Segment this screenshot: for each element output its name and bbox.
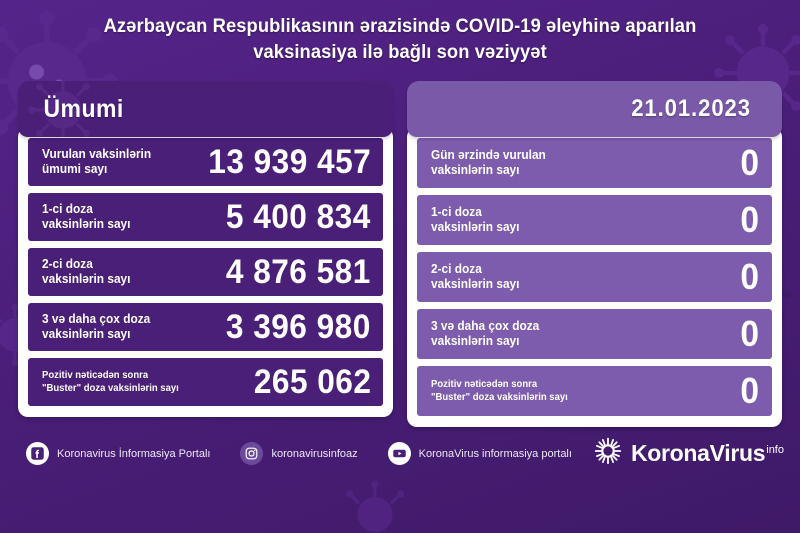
table-row: Pozitiv nəticədən sonra "Buster" doza va… bbox=[417, 366, 772, 417]
total-card: Vurulan vaksinlərin ümumi sayı 13 939 45… bbox=[18, 127, 393, 418]
row-value: 13 939 457 bbox=[208, 143, 371, 182]
virus-logo-icon bbox=[593, 436, 623, 471]
table-row: Vurulan vaksinlərin ümumi sayı 13 939 45… bbox=[28, 138, 383, 187]
brand-logo: KoronaVirusinfo bbox=[593, 436, 784, 471]
title-text: Azərbaycan Respublikasının ərazisində CO… bbox=[103, 15, 697, 63]
youtube-handle: KoronaVirus informasiya portalı bbox=[418, 447, 572, 460]
instagram-handle: koronavirusinfoaz bbox=[271, 447, 358, 460]
date-header: 21.01.2023 bbox=[407, 81, 782, 138]
row-value: 0 bbox=[740, 256, 760, 298]
row-label: 3 və daha çox doza vaksinlərin sayı bbox=[431, 319, 540, 349]
total-header-label: Ümumi bbox=[43, 94, 124, 123]
row-label: 1-ci doza vaksinlərin sayı bbox=[42, 202, 131, 232]
row-label: 1-ci doza vaksinlərin sayı bbox=[431, 205, 520, 235]
total-header: Ümumi bbox=[18, 81, 393, 138]
row-label: Pozitiv nəticədən sonra "Buster" doza va… bbox=[42, 370, 179, 395]
instagram-icon bbox=[240, 442, 264, 466]
facebook-icon bbox=[26, 442, 49, 466]
row-value: 3 396 980 bbox=[226, 308, 371, 347]
brand-label: KoronaVirus bbox=[630, 440, 766, 467]
row-value: 0 bbox=[740, 199, 760, 241]
instagram-link[interactable]: koronavirusinfoaz bbox=[240, 442, 358, 466]
row-value: 0 bbox=[740, 142, 760, 184]
total-column: Ümumi Vurulan vaksinlərin ümumi sayı 13 … bbox=[18, 81, 393, 418]
table-row: 2-ci doza vaksinlərin sayı 4 876 581 bbox=[28, 248, 383, 297]
row-label: Pozitiv nəticədən sonra "Buster" doza va… bbox=[431, 379, 568, 404]
page-title: Azərbaycan Respublikasının ərazisində CO… bbox=[0, 0, 800, 75]
stats-columns: Ümumi Vurulan vaksinlərin ümumi sayı 13 … bbox=[0, 75, 800, 428]
youtube-link[interactable]: KoronaVirus informasiya portalı bbox=[387, 442, 572, 466]
row-value: 265 062 bbox=[253, 363, 371, 402]
virus-decoration-icon bbox=[330, 465, 420, 533]
row-label: 2-ci doza vaksinlərin sayı bbox=[42, 257, 131, 287]
row-label: Vurulan vaksinlərin ümumi sayı bbox=[42, 147, 152, 177]
table-row: 3 və daha çox doza vaksinlərin sayı 0 bbox=[417, 309, 772, 360]
daily-card: Gün ərzində vurulan vaksinlərin sayı 0 1… bbox=[407, 127, 782, 428]
row-value: 0 bbox=[740, 313, 760, 355]
row-value: 5 400 834 bbox=[226, 198, 371, 237]
table-row: Gün ərzində vurulan vaksinlərin sayı 0 bbox=[417, 138, 772, 189]
row-label: 3 və daha çox doza vaksinlərin sayı bbox=[42, 312, 151, 342]
table-row: 1-ci doza vaksinlərin sayı 0 bbox=[417, 195, 772, 246]
table-row: 3 və daha çox doza vaksinlərin sayı 3 39… bbox=[28, 303, 383, 352]
table-row: Pozitiv nəticədən sonra "Buster" doza va… bbox=[28, 358, 383, 407]
row-label: 2-ci doza vaksinlərin sayı bbox=[431, 262, 520, 292]
table-row: 2-ci doza vaksinlərin sayı 0 bbox=[417, 252, 772, 303]
row-value: 0 bbox=[740, 370, 760, 412]
table-row: 1-ci doza vaksinlərin sayı 5 400 834 bbox=[28, 193, 383, 242]
row-value: 4 876 581 bbox=[226, 253, 371, 292]
daily-column: 21.01.2023 Gün ərzində vurulan vaksinlər… bbox=[407, 81, 782, 428]
date-label: 21.01.2023 bbox=[631, 95, 751, 123]
youtube-icon bbox=[387, 442, 411, 466]
footer: Koronavirus İnformasiya Portalı koronavi… bbox=[0, 427, 800, 471]
facebook-handle: Koronavirus İnformasiya Portalı bbox=[57, 447, 211, 460]
brand-name: KoronaVirusinfo bbox=[631, 440, 784, 467]
facebook-link[interactable]: Koronavirus İnformasiya Portalı bbox=[26, 442, 211, 466]
brand-superscript: info bbox=[766, 443, 784, 456]
row-label: Gün ərzində vurulan vaksinlərin sayı bbox=[431, 148, 546, 178]
